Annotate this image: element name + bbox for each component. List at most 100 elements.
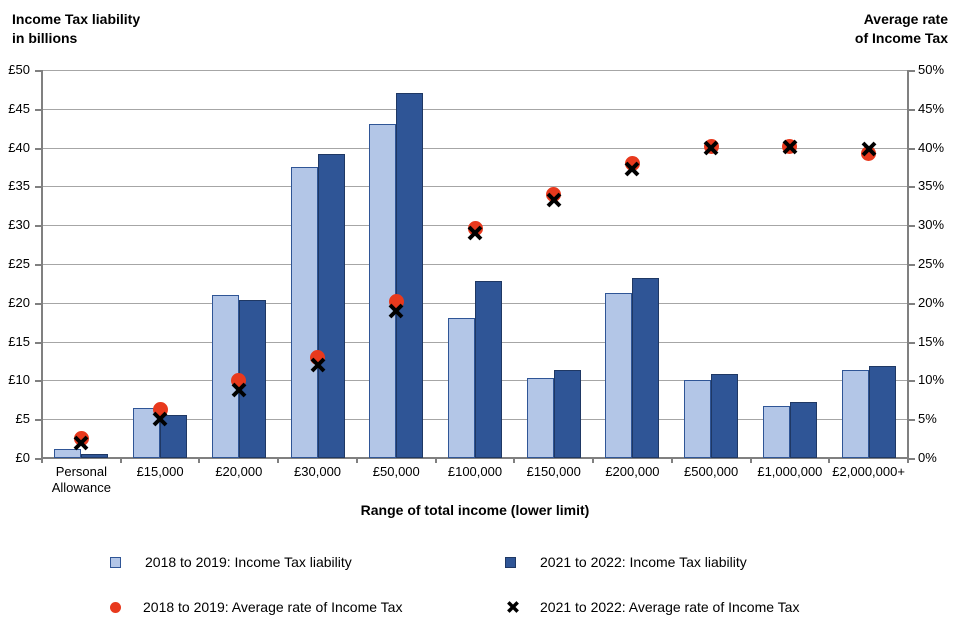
left-axis-tick: [35, 225, 41, 228]
right-axis-label-20%: 20%: [918, 294, 945, 310]
bar-2018 to 2019-£150,000: [526, 378, 554, 458]
x-label-£150,000: £150,000: [526, 464, 581, 479]
right-axis-tick: [909, 186, 915, 189]
bar-2018 to 2019-£1,000,000: [762, 406, 790, 458]
left-axis-label-£10: £10: [8, 372, 30, 388]
left-axis-tick: [35, 380, 41, 383]
x-label-£50,000: £50,000: [372, 464, 420, 479]
left-axis-title-line1: Income Tax liability: [12, 11, 141, 27]
plot-area: [35, 70, 915, 463]
legend-red-dot-icon: [108, 600, 123, 615]
left-axis-tick: [35, 302, 41, 305]
bar-2021 to 2022-£50,000: [396, 93, 424, 458]
x-axis-title: Range of total income (lower limit): [360, 502, 590, 518]
bar-2021 to 2022-£150,000: [553, 369, 581, 458]
bar-2021 to 2022-£1,000,000: [789, 402, 817, 458]
left-axis-tick: [35, 186, 41, 189]
x-label-£500,000: £500,000: [684, 464, 739, 479]
gridline-45: [42, 108, 908, 110]
bar-2018 to 2019-£100,000: [448, 318, 475, 458]
left-axis-line: [41, 70, 43, 458]
right-axis-label-5%: 5%: [918, 411, 937, 427]
bar-2021 to 2022-£200,000: [632, 277, 660, 458]
right-axis-label-50%: 50%: [918, 62, 945, 77]
left-axis-tick: [35, 341, 41, 344]
legend-label-2018-bars: 2018 to 2019: Income Tax liability: [145, 554, 352, 570]
right-axis-label-10%: 10%: [918, 372, 945, 388]
left-axis-label-£45: £45: [8, 100, 30, 116]
x-axis-tick: [355, 458, 358, 463]
left-axis-tick: [35, 70, 41, 72]
left-axis-title-line2: in billions: [12, 30, 78, 46]
x-label-£200,000: £200,000: [605, 464, 660, 479]
left-axis-label-£30: £30: [8, 217, 30, 233]
x-label-£1,000,000: £1,000,000: [757, 464, 823, 479]
bar-2018 to 2019-£200,000: [605, 293, 633, 458]
x-axis-tick: [277, 458, 280, 463]
left-axis-label-£35: £35: [8, 178, 30, 194]
left-axis-title: Income Tax liability in billions: [12, 10, 140, 48]
legend-label-2018-rate: 2018 to 2019: Average rate of Income Tax: [143, 599, 403, 615]
right-axis-label-15%: 15%: [918, 333, 945, 349]
x-axis-tick: [513, 458, 516, 463]
rate-dot-2018-£100,000: [467, 220, 483, 236]
rate-x-2021-£2,000,000+: [860, 140, 878, 158]
right-axis-tick: [909, 380, 915, 383]
bar-2021 to 2022-Personal Allowance: [81, 454, 109, 458]
gridline-25: [42, 264, 908, 265]
legend-swatch-2021-bars: [505, 556, 516, 568]
right-axis-tick: [909, 458, 915, 460]
rate-x-2021-£20,000: [230, 381, 248, 399]
left-axis-label-£50: £50: [8, 62, 30, 77]
rate-x-2021-£15,000: [151, 410, 169, 428]
right-axis-title: Average rate of Income Tax: [855, 10, 948, 48]
x-axis-tick: [592, 458, 595, 463]
x-axis-line: [42, 457, 908, 459]
x-label-Personal Allowance: Personal Allowance: [51, 464, 111, 495]
legend-item-2021-rate: 2021 to 2022: Average rate of Income Tax: [505, 596, 799, 618]
legend-swatch-2018-bars: [110, 556, 121, 568]
x-axis-tick: [41, 458, 43, 463]
right-axis-tick: [909, 302, 915, 305]
rate-x-2021-£50,000: [387, 302, 405, 320]
rate-x-2021-£200,000: [623, 160, 641, 178]
right-axis-label-0%: 0%: [918, 450, 937, 465]
right-axis-title-line2: of Income Tax: [854, 30, 948, 46]
x-axis-tick: [198, 458, 201, 463]
legend-item-2018-rate: 2018 to 2019: Average rate of Income Tax: [108, 596, 402, 618]
rate-x-2021-£30,000: [309, 356, 327, 374]
x-axis-tick: [749, 458, 752, 463]
rate-x-2021-£100,000: [466, 224, 484, 242]
bar-2021 to 2022-£500,000: [711, 374, 739, 458]
right-axis-label-30%: 30%: [918, 217, 945, 233]
right-axis-label-40%: 40%: [918, 139, 945, 155]
right-axis-tick: [909, 70, 915, 72]
rate-dot-2018-Personal Allowance: [73, 431, 89, 447]
bar-2021 to 2022-£30,000: [317, 153, 345, 458]
right-axis-tick: [909, 147, 915, 150]
x-label-£100,000: £100,000: [447, 464, 503, 479]
x-label-£15,000: £15,000: [136, 464, 184, 479]
right-axis-label-45%: 45%: [918, 100, 945, 116]
bar-2018 to 2019-£50,000: [369, 123, 397, 458]
left-axis-tick: [35, 419, 41, 422]
left-axis-tick: [35, 458, 41, 460]
right-axis-line: [907, 70, 909, 458]
gridline-50: [42, 70, 908, 71]
left-axis-label-£5: £5: [15, 411, 30, 427]
right-axis-tick: [909, 341, 915, 344]
right-axis-tick: [909, 419, 915, 422]
bar-2018 to 2019-£2,000,000+: [841, 369, 869, 458]
legend-label-2021-rate: 2021 to 2022: Average rate of Income Tax: [540, 599, 800, 615]
x-label-£20,000: £20,000: [215, 464, 263, 479]
x-axis-tick: [434, 458, 437, 463]
bar-2018 to 2019-£30,000: [290, 167, 318, 458]
x-axis-tick: [907, 458, 909, 463]
rate-x-2021-£500,000: [702, 139, 720, 157]
gridline-35: [42, 186, 908, 188]
x-axis-tick: [670, 458, 673, 463]
rate-dot-2018-£2,000,000+: [861, 145, 877, 161]
left-axis-tick: [35, 147, 41, 150]
left-axis-tick: [35, 108, 41, 111]
right-axis-tick: [909, 225, 915, 228]
